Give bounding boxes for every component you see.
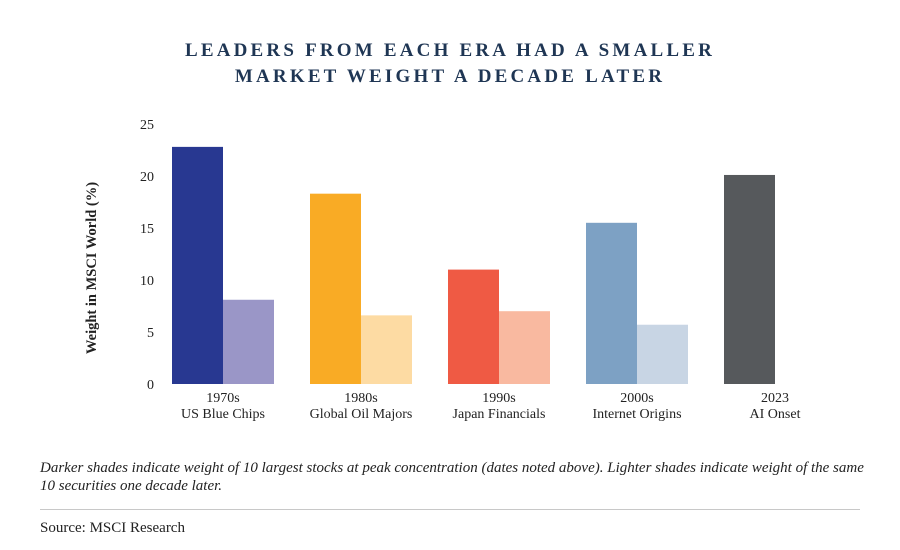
y-axis-ticks: 0 5 10 15 20 25 xyxy=(140,118,154,393)
bar-decade-later-0 xyxy=(223,299,274,384)
x-label-name: Global Oil Majors xyxy=(310,407,413,422)
bar-peak-4 xyxy=(724,174,775,384)
bar-peak-2 xyxy=(448,269,499,384)
x-label-decade: 1990s xyxy=(482,391,515,406)
chart-title-line-2: MARKET WEIGHT A DECADE LATER xyxy=(234,66,666,87)
chart-caption: Darker shades indicate weight of 10 larg… xyxy=(40,460,864,494)
bar-peak-3 xyxy=(586,222,637,384)
bar-decade-later-1 xyxy=(361,315,412,384)
y-tick-label: 15 xyxy=(140,222,154,237)
x-label-name: US Blue Chips xyxy=(181,407,265,422)
y-tick-label: 5 xyxy=(147,326,154,341)
chart-title-line-1: LEADERS FROM EACH ERA HAD A SMALLER xyxy=(184,40,716,61)
x-label-decade: 1980s xyxy=(344,391,377,406)
x-label-name: Japan Financials xyxy=(453,407,546,422)
chart-title: LEADERS FROM EACH ERA HAD A SMALLER MARK… xyxy=(0,38,900,90)
footer-divider xyxy=(40,509,860,510)
y-tick-label: 25 xyxy=(140,118,154,133)
x-label-name: AI Onset xyxy=(750,407,801,422)
y-tick-label: 10 xyxy=(140,274,154,289)
y-tick-label: 20 xyxy=(140,170,154,185)
x-label-decade: 2000s xyxy=(620,391,653,406)
bar-decade-later-3 xyxy=(637,324,688,384)
y-tick-label: 0 xyxy=(147,378,154,393)
bars xyxy=(172,146,775,384)
x-label-decade: 1970s xyxy=(206,391,239,406)
bar-peak-1 xyxy=(310,193,361,384)
source-note: Source: MSCI Research xyxy=(40,520,185,536)
y-axis-label: Weight in MSCI World (%) xyxy=(84,182,100,354)
bar-chart: 0 5 10 15 20 25 Weight in MSCI World (%) 1970… xyxy=(84,118,801,422)
bar-peak-0 xyxy=(172,146,223,384)
x-label-decade: 2023 xyxy=(761,391,789,406)
bar-decade-later-2 xyxy=(499,311,550,384)
x-label-name: Internet Origins xyxy=(592,407,681,422)
